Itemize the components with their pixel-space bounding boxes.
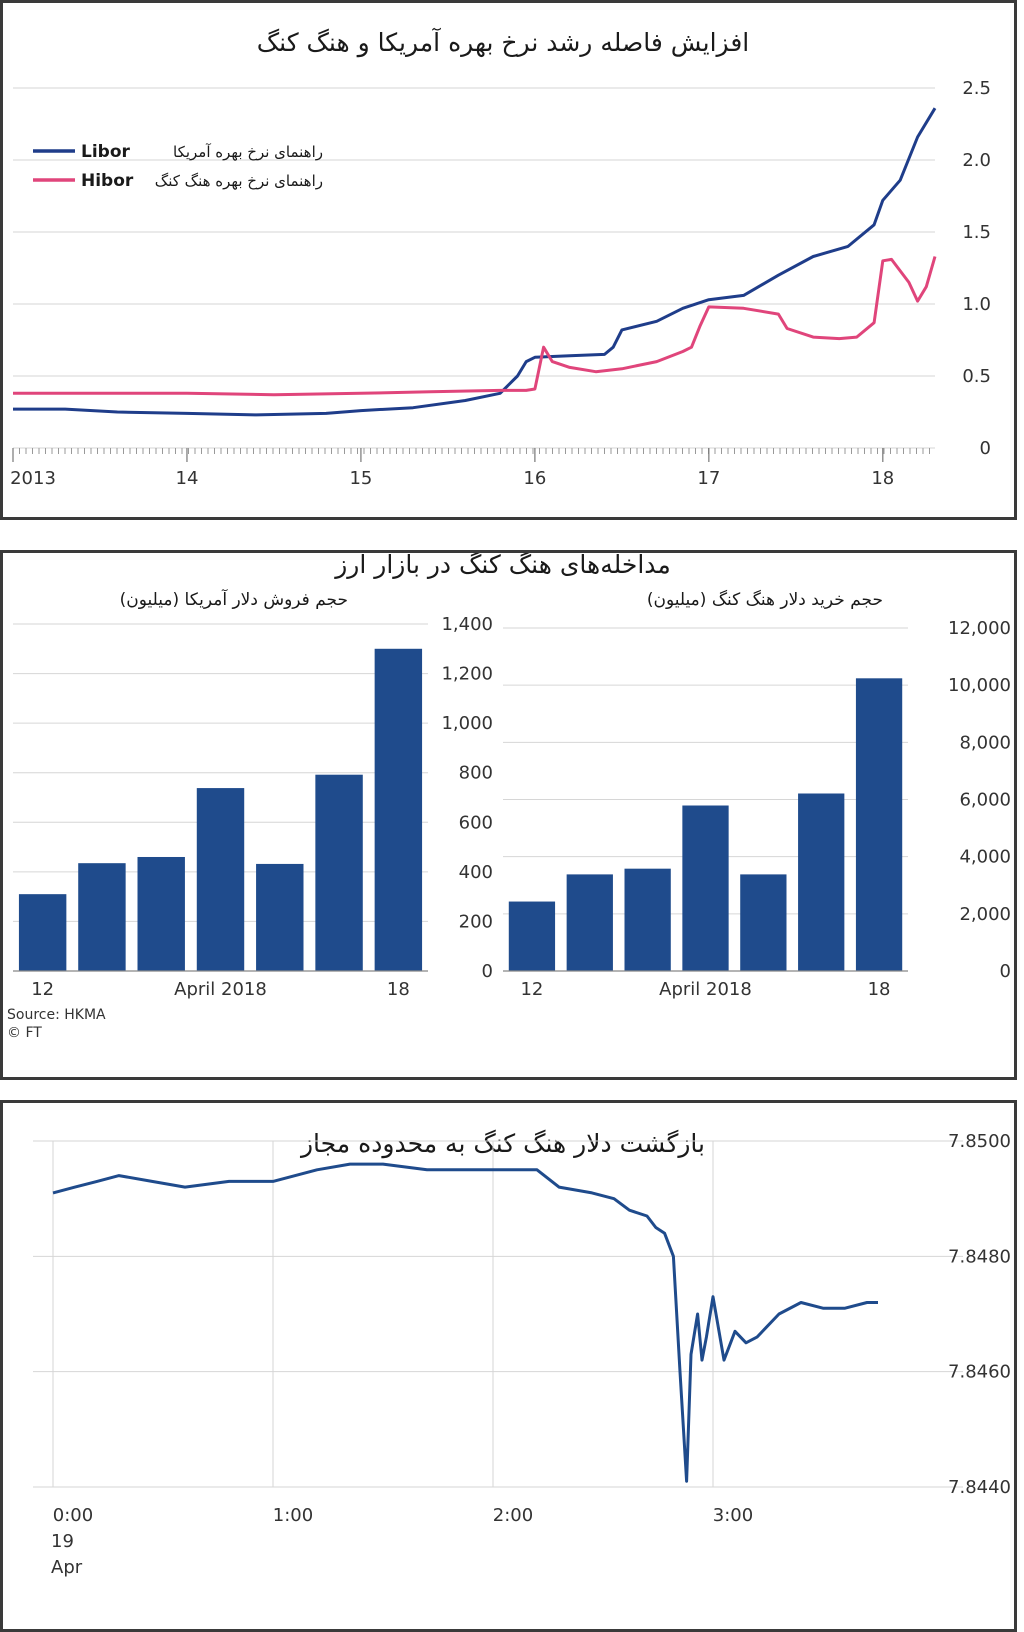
legend-libor-label-fa: راهنمای نرخ بهره آمریکا [173, 143, 323, 161]
y-tick-label: 800 [459, 763, 493, 784]
y-tick-label: 0 [482, 961, 493, 982]
hkd-peg-chart: بازگشت دلار هنگ کنگ به محدوده مجاز 7.850… [33, 1129, 1011, 1578]
y-tick-label: 1.0 [962, 294, 991, 315]
x-tick-label: 18 [387, 979, 410, 1000]
y-tick-label: 2,000 [959, 904, 1011, 925]
bar-18 [855, 678, 903, 971]
bar-15 [682, 805, 729, 971]
y-tick-label: 2.5 [962, 78, 991, 99]
chart-legend: Libor راهنمای نرخ بهره آمریکا Hibor راهن… [33, 142, 323, 191]
series-line-hibor [13, 256, 937, 397]
x-tick-label: 16 [523, 468, 546, 489]
x-tick-label: 2013 [10, 468, 56, 489]
y-tick-label: 7.8440 [948, 1477, 1011, 1498]
chart-title: افزایش فاصله رشد نرخ بهره آمریکا و هنگ ک… [257, 27, 749, 58]
bar-14 [624, 868, 671, 971]
hkd-purchases-subtitle: حجم خرید دلار هنگ کنگ (میلیون) [647, 589, 883, 610]
libor-hibor-chart-panel: افزایش فاصله رشد نرخ بهره آمریکا و هنگ ک… [0, 0, 1017, 520]
y-tick-label: 0 [980, 438, 991, 459]
y-tick-label: 200 [459, 911, 493, 932]
copyright-note: © FT [7, 1025, 42, 1041]
hkd-peg-plot: 7.8500 7.8480 7.8460 7.8440 0:00 1:00 2:00 3:00… [33, 1131, 1011, 1578]
bar-17 [798, 793, 845, 971]
y-tick-label: 7.8480 [948, 1246, 1011, 1267]
y-tick-label: 0.5 [962, 366, 991, 387]
libor-hibor-chart: افزایش فاصله رشد نرخ بهره آمریکا و هنگ ک… [10, 27, 991, 489]
x-tick-label: 3:00 [713, 1505, 753, 1526]
y-tick-label: 10,000 [948, 675, 1011, 696]
y-tick-label: 400 [459, 862, 493, 883]
libor-hibor-plot: 2.5 2.0 1.5 1.0 0.5 0 2013 14 15 16 17 18 [10, 78, 991, 489]
usd-sales-subtitle: حجم فروش دلار آمریکا (میلیون) [120, 588, 348, 610]
bar-13 [78, 863, 126, 971]
legend-hibor-label-fa: راهنمای نرخ بهره هنگ کنگ [155, 172, 323, 190]
y-tick-label: 600 [459, 812, 493, 833]
x-tick-label: 17 [697, 468, 720, 489]
bar-13 [566, 874, 613, 971]
usd-sales-bar-chart: 1,400 1,200 1,000 800 600 400 200 0 12 April 2018… [13, 614, 493, 1000]
y-tick-label: 8,000 [959, 732, 1011, 753]
bar-12 [508, 901, 556, 971]
x-tick-label: 0:00 [53, 1505, 93, 1526]
bar-17 [315, 774, 363, 971]
y-tick-label: 7.8500 [948, 1131, 1011, 1152]
y-tick-label: 6,000 [959, 790, 1011, 811]
bar-18 [374, 648, 423, 971]
y-tick-label: 12,000 [948, 618, 1011, 639]
x-tick-label: 2:00 [493, 1505, 533, 1526]
x-tick-label: 12 [31, 979, 54, 1000]
x-tick-label: 1:00 [273, 1505, 313, 1526]
source-note: Source: HKMA [7, 1007, 106, 1023]
x-tick-label: April 2018 [174, 979, 267, 1000]
series-line-hkd-rate [52, 1162, 878, 1483]
hkd-peg-panel: بازگشت دلار هنگ کنگ به محدوده مجاز 7.850… [0, 1100, 1017, 1632]
legend-libor-label: Libor [81, 142, 131, 162]
y-tick-label: 7.8460 [948, 1362, 1011, 1383]
x-tick-label: 14 [176, 468, 199, 489]
bar-14 [137, 856, 185, 971]
hkd-purchases-bar-chart: 12,000 10,000 8,000 6,000 4,000 2,000 0 12 April… [503, 618, 1011, 1000]
y-tick-label: 1.5 [962, 222, 991, 243]
bar-16 [256, 863, 304, 971]
series-line-libor [13, 107, 937, 417]
legend-hibor-label: Hibor [81, 171, 134, 191]
fx-intervention-panel: مداخله‌های هنگ کنگ در بازار ارز حجم فروش… [0, 550, 1017, 1080]
y-tick-label: 4,000 [959, 847, 1011, 868]
y-tick-label: 1,400 [441, 614, 493, 635]
fx-intervention-charts: مداخله‌های هنگ کنگ در بازار ارز حجم فروش… [7, 553, 1011, 1041]
x-tick-label: April 2018 [659, 979, 752, 1000]
y-tick-label: 0 [1000, 961, 1011, 982]
bar-16 [740, 874, 787, 971]
y-tick-label: 1,200 [441, 664, 493, 685]
y-tick-label: 1,000 [441, 713, 493, 734]
x-tick-label: 12 [520, 979, 543, 1000]
x-tick-label: 18 [868, 979, 891, 1000]
x-tick-label: 18 [871, 468, 894, 489]
chart-title: مداخله‌های هنگ کنگ در بازار ارز [333, 553, 671, 579]
bar-12 [18, 894, 67, 971]
bar-15 [196, 788, 245, 971]
chart-title: بازگشت دلار هنگ کنگ به محدوده مجاز [299, 1129, 705, 1159]
x-tick-month: Apr [51, 1557, 83, 1578]
x-tick-day: 19 [51, 1531, 74, 1552]
x-tick-label: 15 [349, 468, 372, 489]
y-tick-label: 2.0 [962, 150, 991, 171]
